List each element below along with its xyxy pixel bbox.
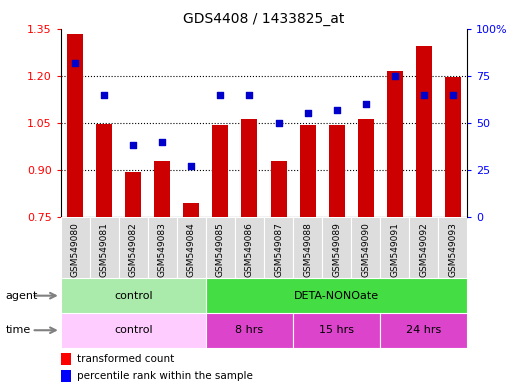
Text: GSM549089: GSM549089 <box>332 222 341 277</box>
Point <box>216 91 225 98</box>
Text: 8 hrs: 8 hrs <box>235 325 263 335</box>
FancyBboxPatch shape <box>119 217 148 278</box>
Text: 24 hrs: 24 hrs <box>406 325 441 335</box>
Text: GSM549083: GSM549083 <box>158 222 167 277</box>
Bar <box>61 353 71 365</box>
Point <box>158 139 167 145</box>
Text: percentile rank within the sample: percentile rank within the sample <box>77 371 253 381</box>
Text: GSM549081: GSM549081 <box>100 222 109 277</box>
FancyBboxPatch shape <box>380 217 409 278</box>
Point <box>100 91 109 98</box>
Bar <box>96 124 112 217</box>
Point <box>420 91 428 98</box>
Text: GSM549087: GSM549087 <box>274 222 283 277</box>
Text: agent: agent <box>5 291 37 301</box>
Title: GDS4408 / 1433825_at: GDS4408 / 1433825_at <box>183 12 345 26</box>
FancyBboxPatch shape <box>61 313 206 348</box>
FancyBboxPatch shape <box>351 217 380 278</box>
Point <box>361 101 370 107</box>
Bar <box>212 125 229 217</box>
Text: GSM549090: GSM549090 <box>361 222 370 277</box>
FancyBboxPatch shape <box>90 217 119 278</box>
Point <box>187 163 196 169</box>
Point <box>71 60 80 66</box>
Bar <box>416 46 432 217</box>
Bar <box>67 33 83 217</box>
FancyBboxPatch shape <box>206 217 235 278</box>
Text: GSM549085: GSM549085 <box>216 222 225 277</box>
Text: transformed count: transformed count <box>77 354 174 364</box>
Bar <box>386 71 403 217</box>
Point <box>245 91 254 98</box>
Bar <box>445 78 461 217</box>
Bar <box>125 172 142 217</box>
FancyBboxPatch shape <box>148 217 177 278</box>
Point <box>303 111 312 117</box>
Text: GSM549080: GSM549080 <box>71 222 80 277</box>
Point <box>391 73 399 79</box>
Point <box>129 142 137 149</box>
Text: GSM549086: GSM549086 <box>245 222 254 277</box>
Text: GSM549093: GSM549093 <box>448 222 457 277</box>
FancyBboxPatch shape <box>322 217 351 278</box>
Text: DETA-NONOate: DETA-NONOate <box>294 291 379 301</box>
FancyBboxPatch shape <box>206 278 467 313</box>
Text: 15 hrs: 15 hrs <box>319 325 354 335</box>
Text: time: time <box>5 325 31 335</box>
Text: GSM549088: GSM549088 <box>303 222 312 277</box>
FancyBboxPatch shape <box>235 217 264 278</box>
FancyBboxPatch shape <box>61 278 206 313</box>
Point <box>275 120 283 126</box>
FancyBboxPatch shape <box>438 217 467 278</box>
Bar <box>299 125 316 217</box>
Point <box>449 91 457 98</box>
Text: GSM549091: GSM549091 <box>390 222 399 277</box>
Bar <box>61 370 71 382</box>
Text: GSM549092: GSM549092 <box>419 222 428 276</box>
Point <box>333 107 341 113</box>
Text: control: control <box>114 325 153 335</box>
FancyBboxPatch shape <box>293 217 322 278</box>
Text: GSM549084: GSM549084 <box>187 222 196 276</box>
Bar <box>241 119 258 217</box>
FancyBboxPatch shape <box>264 217 293 278</box>
Bar <box>328 125 345 217</box>
Bar <box>357 119 374 217</box>
Text: GSM549082: GSM549082 <box>129 222 138 276</box>
Bar <box>183 203 200 217</box>
FancyBboxPatch shape <box>206 313 293 348</box>
Text: control: control <box>114 291 153 301</box>
Bar <box>270 161 287 217</box>
FancyBboxPatch shape <box>380 313 467 348</box>
Bar <box>154 161 171 217</box>
FancyBboxPatch shape <box>177 217 206 278</box>
FancyBboxPatch shape <box>409 217 438 278</box>
FancyBboxPatch shape <box>293 313 380 348</box>
FancyBboxPatch shape <box>61 217 90 278</box>
